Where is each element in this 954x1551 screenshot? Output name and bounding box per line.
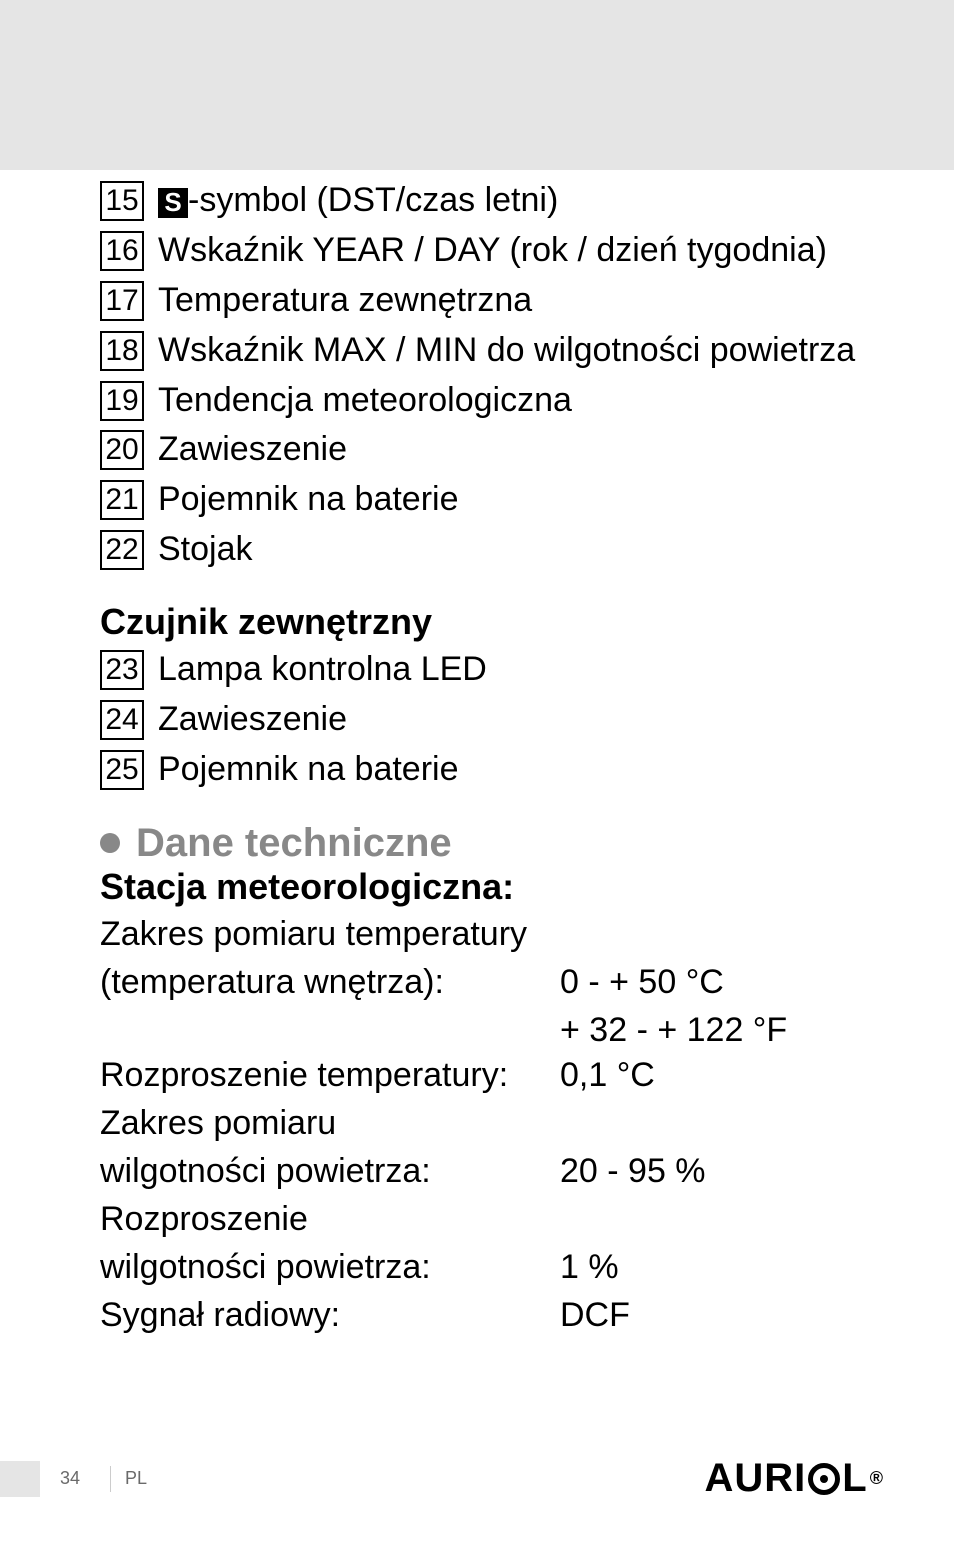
item-number-box: 16	[100, 231, 144, 271]
list-item: 16 Wskaźnik YEAR / DAY (rok / dzień tygo…	[100, 228, 954, 274]
brand-registered-icon: ®	[870, 1468, 884, 1489]
item-text: Pojemnik na baterie	[158, 477, 459, 523]
bullet-title-text: Dane techniczne	[136, 821, 452, 866]
spec-value: + 32 - + 122 °F	[560, 1008, 954, 1054]
brand-text-pre: AURI	[705, 1456, 807, 1501]
s-badge-icon: S	[158, 188, 188, 218]
list-item: 24 Zawieszenie	[100, 697, 954, 743]
section-title-stacja: Stacja meteorologiczna:	[100, 866, 954, 908]
item-number-box: 18	[100, 331, 144, 371]
item-text-after: -symbol (DST/czas letni)	[188, 181, 558, 219]
item-text: Wskaźnik YEAR / DAY (rok / dzień tygodni…	[158, 228, 827, 274]
item-text: Tendencja meteorologiczna	[158, 378, 572, 424]
list-item: 25 Pojemnik na baterie	[100, 747, 954, 793]
footer-divider-icon	[110, 1466, 111, 1492]
bullet-heading: Dane techniczne	[100, 821, 954, 866]
spec-row: Rozproszenie	[100, 1197, 954, 1243]
spec-label: Rozproszenie temperatury:	[100, 1053, 560, 1099]
list-item: 23 Lampa kontrolna LED	[100, 647, 954, 693]
spec-label: wilgotności powietrza:	[100, 1245, 560, 1291]
list-item: 21 Pojemnik na baterie	[100, 477, 954, 523]
spec-label: Zakres pomiaru	[100, 1101, 560, 1147]
spec-row: wilgotności powietrza: 1 %	[100, 1245, 954, 1291]
item-text: S-symbol (DST/czas letni)	[158, 178, 558, 224]
spec-row: wilgotności powietrza: 20 - 95 %	[100, 1149, 954, 1195]
spec-label: Rozproszenie	[100, 1197, 560, 1243]
spec-row: Sygnał radiowy: DCF	[100, 1293, 954, 1339]
footer-left: 34 PL	[0, 1461, 147, 1497]
page-language: PL	[125, 1468, 147, 1489]
item-number-box: 24	[100, 700, 144, 740]
spec-value: 0,1 °C	[560, 1053, 655, 1099]
spec-label: wilgotności powietrza:	[100, 1149, 560, 1195]
spec-value: 0 - + 50 °C	[560, 960, 724, 1006]
item-text: Stojak	[158, 527, 253, 573]
brand-logo: AURI L ®	[705, 1456, 884, 1501]
brand-o-icon	[808, 1463, 840, 1495]
item-number-box: 15	[100, 181, 144, 221]
item-text: Pojemnik na baterie	[158, 747, 459, 793]
spec-value: DCF	[560, 1293, 630, 1339]
list-item: 15 S-symbol (DST/czas letni)	[100, 178, 954, 224]
spec-row: (temperatura wnętrza): 0 - + 50 °C	[100, 960, 954, 1006]
footer-tab-icon	[0, 1461, 40, 1497]
item-number-box: 21	[100, 480, 144, 520]
spec-value: 20 - 95 %	[560, 1149, 706, 1195]
item-number-box: 20	[100, 430, 144, 470]
spec-label: Zakres pomiaru temperatury	[100, 912, 560, 958]
section-title-czujnik: Czujnik zewnętrzny	[100, 601, 954, 643]
page-footer: 34 PL AURI L ®	[0, 1456, 954, 1501]
item-number-box: 22	[100, 530, 144, 570]
page-number: 34	[60, 1468, 80, 1489]
spec-label: (temperatura wnętrza):	[100, 960, 560, 1006]
list-item: 18 Wskaźnik MAX / MIN do wilgotności pow…	[100, 328, 954, 374]
item-number-box: 19	[100, 381, 144, 421]
list-item: 20 Zawieszenie	[100, 427, 954, 473]
item-number-box: 17	[100, 281, 144, 321]
item-text: Lampa kontrolna LED	[158, 647, 487, 693]
item-number-box: 25	[100, 750, 144, 790]
bullet-icon	[100, 833, 120, 853]
list-item: 19 Tendencja meteorologiczna	[100, 378, 954, 424]
spec-row: Zakres pomiaru	[100, 1101, 954, 1147]
spec-row: + 32 - + 122 °F	[100, 1008, 954, 1054]
item-number-box: 23	[100, 650, 144, 690]
spec-label: Sygnał radiowy:	[100, 1293, 560, 1339]
list-item: 22 Stojak	[100, 527, 954, 573]
item-text: Temperatura zewnętrzna	[158, 278, 532, 324]
spec-row: Rozproszenie temperatury: 0,1 °C	[100, 1053, 954, 1099]
spec-value: 1 %	[560, 1245, 619, 1291]
brand-text-post: L	[842, 1456, 867, 1501]
spec-row: Zakres pomiaru temperatury	[100, 912, 954, 958]
item-text: Zawieszenie	[158, 427, 347, 473]
top-gray-bar	[0, 0, 954, 170]
item-text: Wskaźnik MAX / MIN do wilgotności powiet…	[158, 328, 855, 374]
list-item: 17 Temperatura zewnętrzna	[100, 278, 954, 324]
item-text: Zawieszenie	[158, 697, 347, 743]
